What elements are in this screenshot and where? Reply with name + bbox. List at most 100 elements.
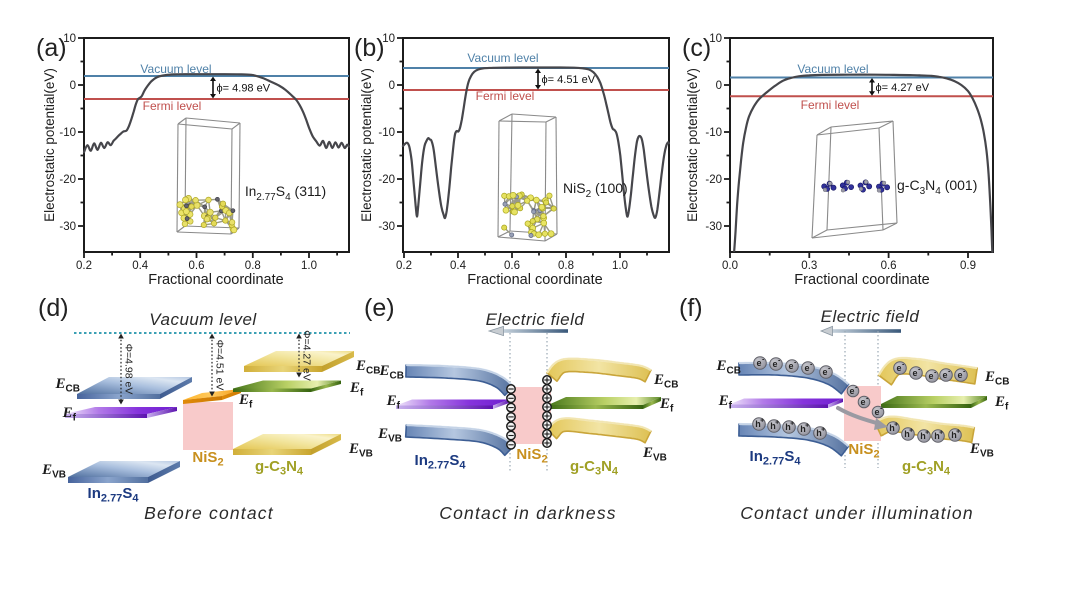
svg-text:e: e [804, 363, 809, 373]
svg-text:In2.77S4: In2.77S4 [415, 452, 467, 472]
svg-text:-20: -20 [705, 174, 722, 186]
svg-text:NiS2: NiS2 [192, 449, 223, 469]
svg-text:(b): (b) [354, 34, 385, 62]
svg-text:1.0: 1.0 [612, 260, 628, 272]
svg-text:0.6: 0.6 [504, 260, 520, 272]
svg-text:+: + [790, 421, 794, 428]
svg-text:0.4: 0.4 [132, 260, 149, 272]
svg-text:-: - [855, 385, 858, 392]
svg-text:h: h [770, 421, 776, 431]
svg-text:h: h [920, 431, 926, 441]
svg-text:Electric field: Electric field [821, 307, 920, 326]
svg-text:e: e [957, 370, 962, 380]
svg-text:e: e [928, 371, 933, 381]
svg-text:(f): (f) [679, 294, 703, 322]
svg-text:Contact under illumination: Contact under illumination [740, 503, 974, 523]
svg-text:In2.77S4: In2.77S4 [88, 485, 140, 505]
svg-text:-: - [948, 369, 951, 376]
svg-text:Fractional coordinate: Fractional coordinate [148, 272, 283, 288]
svg-text:Electrostatic potential(eV): Electrostatic potential(eV) [685, 68, 700, 222]
svg-text:+: + [925, 430, 929, 437]
svg-text:-: - [918, 367, 921, 374]
svg-text:h: h [934, 431, 940, 441]
svg-text:(a): (a) [36, 34, 67, 62]
svg-text:0.8: 0.8 [245, 260, 261, 272]
svg-text:0.8: 0.8 [558, 260, 574, 272]
svg-text:-30: -30 [378, 221, 395, 233]
svg-text:NiS2 (100): NiS2 (100) [563, 180, 628, 200]
svg-text:In2.77S4: In2.77S4 [750, 448, 802, 468]
svg-text:-10: -10 [378, 127, 395, 139]
svg-text:h: h [951, 430, 957, 440]
svg-text:h: h [800, 424, 806, 434]
svg-text:Fermi level: Fermi level [476, 89, 535, 103]
svg-text:0.2: 0.2 [76, 260, 92, 272]
svg-text:Fractional coordinate: Fractional coordinate [467, 272, 602, 288]
svg-text:Φ=4.27 eV: Φ=4.27 eV [301, 330, 313, 381]
svg-text:Before contact: Before contact [144, 503, 274, 523]
svg-text:-: - [934, 370, 937, 377]
svg-text:e: e [788, 361, 793, 371]
svg-text:e: e [860, 397, 865, 407]
svg-text:Φ=4.98 eV: Φ=4.98 eV [123, 344, 135, 395]
svg-text:10: 10 [63, 33, 76, 45]
svg-text:0.4: 0.4 [450, 260, 467, 272]
svg-text:h: h [755, 419, 761, 429]
svg-text:10: 10 [709, 33, 722, 45]
svg-text:h: h [785, 422, 791, 432]
svg-text:0: 0 [716, 80, 722, 92]
svg-text:NiS2: NiS2 [848, 441, 879, 461]
svg-text:-30: -30 [705, 221, 722, 233]
svg-text:0.6: 0.6 [189, 260, 205, 272]
svg-text:Vacuum level: Vacuum level [797, 62, 868, 76]
svg-text:Contact in darkness: Contact in darkness [439, 503, 616, 523]
svg-text:0: 0 [389, 80, 395, 92]
svg-text:e: e [772, 359, 777, 369]
svg-text:Fractional coordinate: Fractional coordinate [794, 272, 929, 288]
svg-text:g-C3N4: g-C3N4 [570, 458, 619, 478]
svg-text:Fermi level: Fermi level [801, 98, 860, 112]
svg-text:e: e [756, 358, 761, 368]
svg-text:0.6: 0.6 [881, 260, 897, 272]
svg-text:e: e [896, 363, 901, 373]
svg-text:ϕ= 4.98 eV: ϕ= 4.98 eV [217, 83, 271, 95]
svg-text:g-C3N4: g-C3N4 [902, 458, 951, 478]
svg-text:g-C3N4 (001): g-C3N4 (001) [897, 177, 977, 197]
svg-text:Vacuum level: Vacuum level [149, 310, 257, 329]
svg-text:Φ=4.51 eV: Φ=4.51 eV [214, 340, 226, 391]
svg-text:-10: -10 [59, 127, 76, 139]
svg-text:-: - [762, 357, 765, 364]
svg-text:-10: -10 [705, 127, 722, 139]
svg-text:Electric field: Electric field [486, 310, 585, 329]
svg-text:-: - [794, 360, 797, 367]
svg-text:0.0: 0.0 [722, 260, 738, 272]
svg-text:e: e [849, 386, 854, 396]
svg-text:g-C3N4: g-C3N4 [255, 458, 304, 478]
svg-text:Fermi level: Fermi level [143, 99, 202, 113]
svg-text:-: - [866, 396, 869, 403]
svg-text:+: + [775, 420, 779, 427]
svg-text:e: e [942, 370, 947, 380]
svg-text:(d): (d) [38, 294, 69, 322]
svg-text:-: - [778, 358, 781, 365]
svg-text:10: 10 [382, 33, 395, 45]
svg-text:NiS2: NiS2 [516, 446, 547, 466]
svg-text:+: + [956, 429, 960, 436]
svg-text:e: e [874, 407, 879, 417]
svg-text:h: h [904, 429, 910, 439]
svg-text:-: - [810, 362, 813, 369]
svg-text:Vacuum level: Vacuum level [140, 62, 211, 76]
svg-text:0: 0 [70, 80, 76, 92]
svg-text:0.3: 0.3 [801, 260, 817, 272]
svg-text:h: h [889, 423, 895, 433]
svg-text:+: + [821, 427, 825, 434]
svg-text:(c): (c) [682, 34, 711, 62]
svg-text:e: e [912, 368, 917, 378]
svg-text:-20: -20 [378, 174, 395, 186]
svg-text:+: + [909, 428, 913, 435]
svg-text:Electrostatic potential(eV): Electrostatic potential(eV) [42, 68, 57, 222]
svg-text:ϕ= 4.27 eV: ϕ= 4.27 eV [876, 82, 930, 94]
svg-text:+: + [939, 430, 943, 437]
svg-text:Vacuum level: Vacuum level [467, 51, 538, 65]
svg-text:-: - [963, 369, 966, 376]
